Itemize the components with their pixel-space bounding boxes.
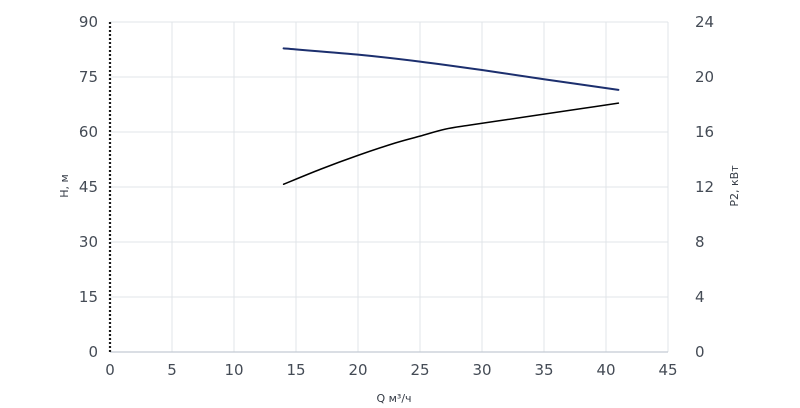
x-tick-label: 20 bbox=[348, 361, 367, 379]
y-right-tick-label: 12 bbox=[695, 178, 714, 196]
y-left-tick-label: 0 bbox=[88, 343, 98, 361]
y-left-axis-title: H, м bbox=[58, 174, 71, 198]
axes bbox=[108, 22, 668, 353]
y-left-tick-label: 60 bbox=[79, 123, 98, 141]
y-left-tick-label: 90 bbox=[79, 13, 98, 31]
x-tick-label: 5 bbox=[167, 361, 177, 379]
x-tick-label: 0 bbox=[105, 361, 115, 379]
y-right-tick-label: 8 bbox=[695, 233, 705, 251]
x-tick-label: 10 bbox=[224, 361, 243, 379]
y-right-tick-label: 16 bbox=[695, 123, 714, 141]
y-right-tick-label: 4 bbox=[695, 288, 705, 306]
x-tick-label: 15 bbox=[286, 361, 305, 379]
x-tick-label: 45 bbox=[658, 361, 677, 379]
y-left-tick-label: 75 bbox=[79, 68, 98, 86]
x-tick-label: 30 bbox=[472, 361, 491, 379]
y-left-tick-label: 45 bbox=[79, 178, 98, 196]
x-tick-label: 40 bbox=[596, 361, 615, 379]
power-curve-line bbox=[282, 102, 620, 185]
grid bbox=[110, 21, 669, 352]
y-right-tick-label: 24 bbox=[695, 13, 714, 31]
series bbox=[282, 47, 620, 185]
tick-labels: 0 5 10 15 20 25 30 35 40 45 0 15 30 45 60 75 90 0 4 8 12 16 20… bbox=[79, 13, 714, 379]
y-right-tick-label: 0 bbox=[695, 343, 705, 361]
y-right-axis-title: P2, кВт bbox=[728, 165, 741, 207]
head-curve-line bbox=[282, 47, 620, 91]
x-tick-label: 35 bbox=[534, 361, 553, 379]
x-axis-title: Q м³/ч bbox=[376, 392, 411, 405]
x-tick-label: 25 bbox=[410, 361, 429, 379]
y-right-tick-label: 20 bbox=[695, 68, 714, 86]
y-left-tick-label: 15 bbox=[79, 288, 98, 306]
y-left-tick-label: 30 bbox=[79, 233, 98, 251]
